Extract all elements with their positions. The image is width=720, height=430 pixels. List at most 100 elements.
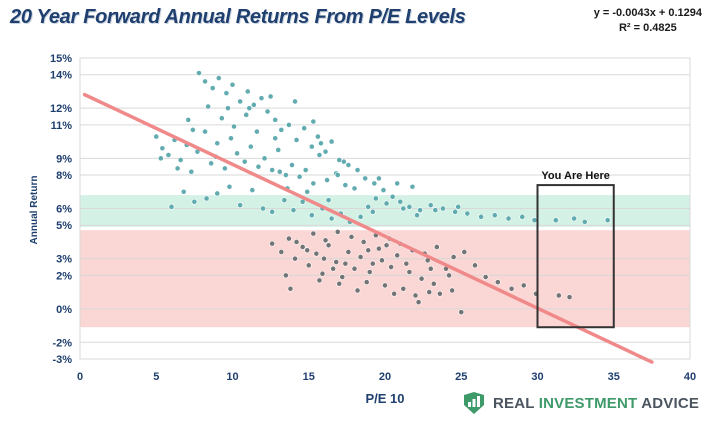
data-point <box>566 294 573 301</box>
data-point <box>264 108 271 115</box>
data-point <box>531 217 538 224</box>
data-points <box>153 70 611 316</box>
data-point <box>354 287 361 294</box>
background-bands <box>80 195 690 328</box>
data-point <box>231 123 237 130</box>
data-point <box>165 152 172 158</box>
data-point <box>250 101 257 108</box>
x-tick-label: 25 <box>455 371 467 383</box>
data-point <box>215 75 222 81</box>
data-point <box>472 262 478 269</box>
x-tick-label: 35 <box>608 371 620 383</box>
data-point <box>287 285 294 292</box>
data-point <box>310 180 317 187</box>
y-tick-label: 3% <box>56 254 72 266</box>
data-point <box>397 198 404 205</box>
y-tick-label: 5% <box>56 220 72 232</box>
data-point <box>209 85 216 91</box>
data-point <box>301 125 308 132</box>
x-axis-ticks: 0 5 10 15 20 25 30 35 40 <box>77 371 696 383</box>
data-point <box>322 148 329 155</box>
data-point <box>455 203 462 210</box>
data-point <box>432 207 439 214</box>
data-point <box>310 230 317 237</box>
data-point <box>520 282 527 289</box>
data-point <box>394 180 401 187</box>
data-point <box>333 259 340 265</box>
x-tick-label: 30 <box>531 371 543 383</box>
data-point <box>292 255 298 262</box>
data-point <box>436 290 443 297</box>
y-tick-label: 11% <box>51 120 73 132</box>
data-point <box>272 116 279 123</box>
data-point <box>406 203 413 210</box>
data-point <box>426 289 433 296</box>
annotation-group: You Are Here <box>536 170 615 329</box>
data-point <box>365 247 372 254</box>
data-point <box>269 208 276 215</box>
data-point <box>319 270 326 277</box>
data-point <box>430 280 437 287</box>
data-point <box>369 208 376 215</box>
data-point <box>157 155 164 162</box>
data-point <box>286 235 292 242</box>
data-point <box>289 162 295 168</box>
data-point <box>382 282 388 289</box>
data-point <box>389 193 396 200</box>
x-tick-label: 0 <box>77 371 83 383</box>
data-point <box>281 197 288 204</box>
data-point <box>185 116 192 123</box>
data-point <box>278 127 285 133</box>
x-tick-label: 5 <box>153 371 159 383</box>
data-point <box>440 205 446 212</box>
data-point <box>168 203 175 210</box>
data-point <box>555 292 562 299</box>
data-point <box>581 218 588 225</box>
x-tick-label: 15 <box>303 371 315 383</box>
data-point <box>400 205 407 212</box>
y-tick-label: 9% <box>56 153 72 165</box>
data-point <box>153 133 160 140</box>
data-point <box>302 167 309 173</box>
data-point <box>464 210 471 217</box>
trendline-equation: y = -0.0043x + 0.1294 R² = 0.4825 <box>594 6 702 36</box>
chart-title: 20 Year Forward Annual Returns From P/E … <box>10 6 466 28</box>
data-point <box>417 207 423 214</box>
x-tick-label: 20 <box>379 371 391 383</box>
data-point <box>604 217 611 224</box>
data-point <box>354 167 361 173</box>
data-point <box>308 212 315 219</box>
data-point <box>330 265 337 272</box>
data-point <box>243 111 250 118</box>
data-point <box>296 173 303 180</box>
data-point <box>269 167 276 173</box>
data-point <box>328 215 335 222</box>
data-point <box>237 202 244 209</box>
data-point <box>414 212 420 219</box>
data-point <box>290 207 297 214</box>
x-tick-label: 40 <box>684 371 696 383</box>
data-point <box>275 147 282 153</box>
data-point <box>322 237 329 244</box>
y-tick-label: -3% <box>52 354 72 366</box>
y-tick-label: 12% <box>50 103 72 115</box>
data-point <box>372 195 379 202</box>
data-point <box>345 162 352 168</box>
data-point <box>258 95 265 102</box>
brand-name-part3: ADVICE <box>637 394 700 412</box>
data-point <box>203 195 210 202</box>
data-point <box>334 229 341 235</box>
data-point <box>228 135 234 142</box>
data-point <box>293 137 300 143</box>
data-point <box>304 247 311 254</box>
data-point <box>237 98 244 105</box>
data-point <box>196 70 202 76</box>
data-point <box>324 177 330 183</box>
data-point <box>365 203 372 210</box>
data-point <box>427 265 434 272</box>
trendline <box>82 92 654 364</box>
data-point <box>491 212 498 219</box>
data-point <box>229 81 236 88</box>
data-point <box>449 287 455 294</box>
